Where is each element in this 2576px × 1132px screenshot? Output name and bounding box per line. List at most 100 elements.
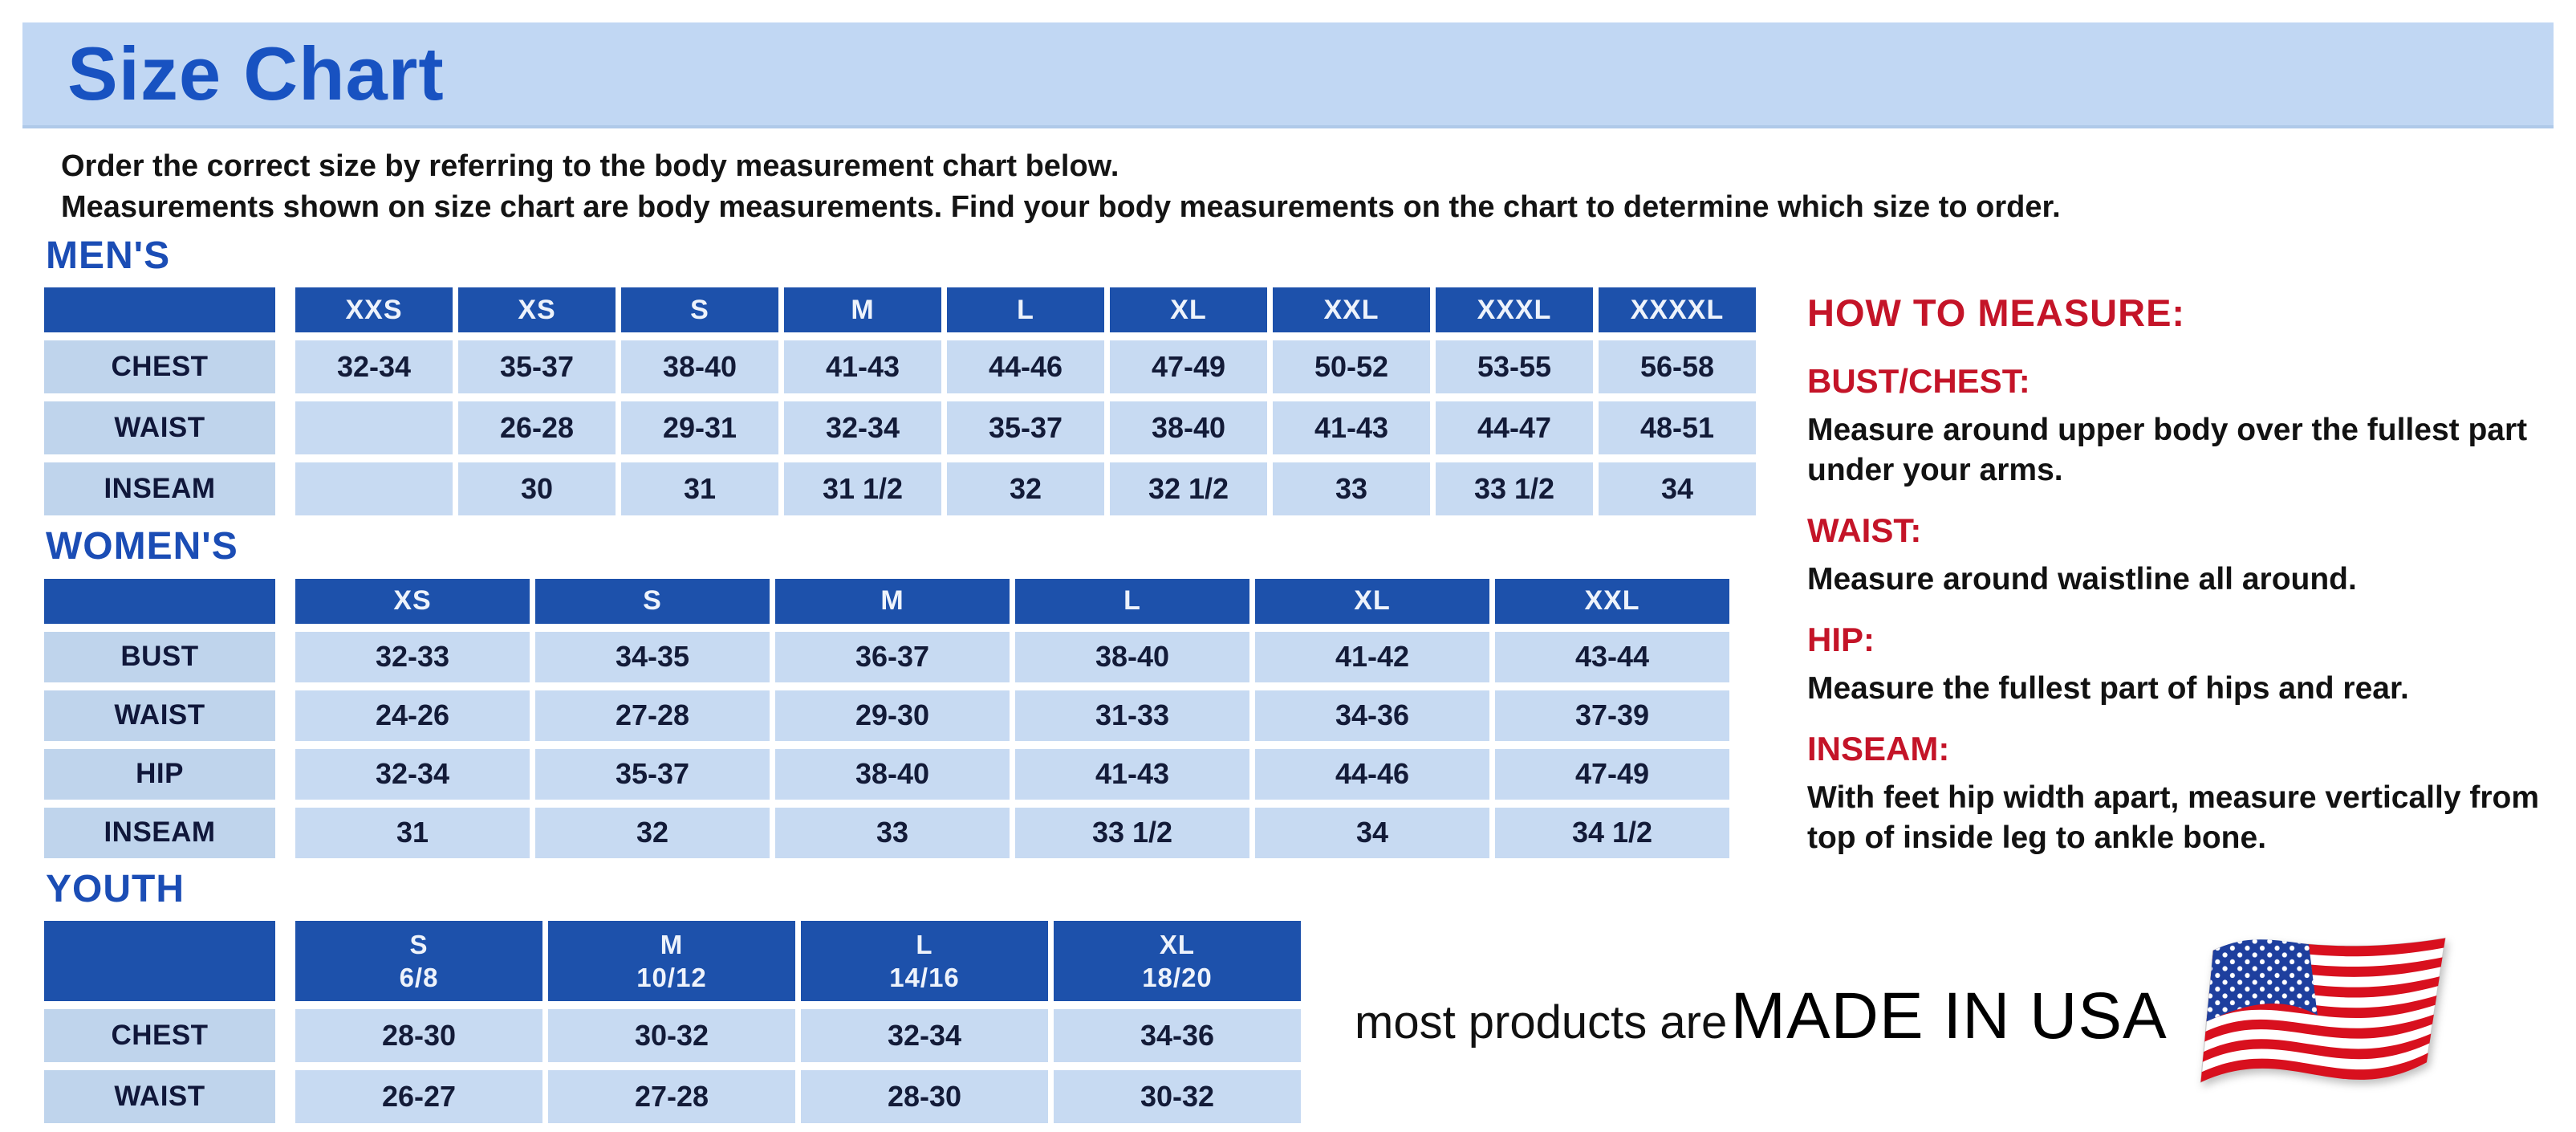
- table-cell: 34-36: [1054, 1009, 1301, 1063]
- table-cell: 29-30: [775, 690, 1010, 741]
- made-in-usa-footer: most products are MADE IN USA: [1355, 920, 2455, 1113]
- table-cell: 41-43: [1273, 401, 1430, 455]
- corner-cell: [44, 287, 275, 333]
- row-label: CHEST: [44, 1009, 275, 1063]
- table-cell: 34-36: [1255, 690, 1489, 741]
- row-label: HIP: [44, 748, 275, 800]
- table-cell: 27-28: [548, 1070, 795, 1124]
- table-cell: 32-33: [295, 631, 530, 682]
- table-cell: 29-31: [621, 401, 778, 455]
- size-column-header: L: [1015, 578, 1249, 624]
- table-cell: 34-35: [535, 631, 770, 682]
- row-label: CHEST: [44, 340, 275, 394]
- table-cell: 26-27: [295, 1070, 542, 1124]
- table-cell: 35-37: [458, 340, 616, 394]
- table-cell: 30-32: [548, 1009, 795, 1063]
- size-tables: MEN'S XXS XS S M L XL XXL XXXL XXXXL CHE…: [44, 234, 1756, 1124]
- intro-line-1: Order the correct size by referring to t…: [61, 149, 1119, 183]
- size-column-header: S: [535, 578, 770, 624]
- size-column-header: XXL: [1273, 287, 1430, 333]
- table-cell: 36-37: [775, 631, 1010, 682]
- youth-section-heading: YOUTH: [46, 867, 185, 910]
- table-cell: 26-28: [458, 401, 616, 455]
- table-cell: 35-37: [947, 401, 1104, 455]
- womens-section-heading: WOMEN'S: [46, 525, 238, 568]
- womens-size-table: XS S M L XL XXL BUST 32-33 34-35 36-37 3…: [44, 578, 1756, 858]
- size-column-header: XL 18/20: [1054, 921, 1301, 1002]
- intro-text: Order the correct size by referring to t…: [61, 146, 2061, 228]
- table-cell: 31 1/2: [784, 462, 941, 516]
- row-label: WAIST: [44, 1070, 275, 1124]
- table-cell: 38-40: [1110, 401, 1267, 455]
- measure-text-inseam: With feet hip width apart, measure verti…: [1807, 780, 2540, 855]
- size-column-header: S 6/8: [295, 921, 542, 1002]
- size-column-header: XL: [1110, 287, 1267, 333]
- table-cell: 32: [535, 807, 770, 858]
- table-cell: 53-55: [1436, 340, 1593, 394]
- table-cell: 33: [775, 807, 1010, 858]
- table-cell: 41-43: [784, 340, 941, 394]
- table-cell: 30-32: [1054, 1070, 1301, 1124]
- table-cell: 27-28: [535, 690, 770, 741]
- youth-size-table: S 6/8 M 10/12 L 14/16 XL 18/20 CHEST 28-…: [44, 921, 1756, 1124]
- intro-line-2: Measurements shown on size chart are bod…: [61, 190, 2061, 224]
- size-column-header: M 10/12: [548, 921, 795, 1002]
- table-cell: 32: [947, 462, 1104, 516]
- title-banner: Size Chart: [22, 22, 2554, 128]
- table-cell: 34: [1255, 807, 1489, 858]
- corner-cell: [44, 578, 275, 624]
- made-in-usa-emphasis: MADE IN USA: [1730, 979, 2168, 1053]
- table-cell: 35-37: [535, 748, 770, 800]
- row-label: WAIST: [44, 690, 275, 741]
- size-column-header: S: [621, 287, 778, 333]
- table-cell: 47-49: [1110, 340, 1267, 394]
- table-cell: 33 1/2: [1436, 462, 1593, 516]
- measure-text-waist: Measure around waistline all around.: [1807, 561, 2357, 597]
- us-flag-icon: [2200, 937, 2446, 1083]
- table-cell: 56-58: [1599, 340, 1756, 394]
- row-label: INSEAM: [44, 462, 275, 516]
- table-cell: 44-47: [1436, 401, 1593, 455]
- table-cell: 50-52: [1273, 340, 1430, 394]
- table-cell: 31-33: [1015, 690, 1249, 741]
- table-cell: 48-51: [1599, 401, 1756, 455]
- size-column-header: M: [784, 287, 941, 333]
- corner-cell: [44, 921, 275, 1002]
- table-cell: 38-40: [775, 748, 1010, 800]
- table-cell: [295, 401, 453, 455]
- mens-size-table: XXS XS S M L XL XXL XXXL XXXXL CHEST 32-…: [44, 287, 1756, 516]
- table-cell: 34 1/2: [1495, 807, 1729, 858]
- table-cell: 30: [458, 462, 616, 516]
- table-cell: 32 1/2: [1110, 462, 1267, 516]
- size-column-header: XL: [1255, 578, 1489, 624]
- size-column-header: XXXXL: [1599, 287, 1756, 333]
- made-in-usa-prefix: most products are: [1355, 996, 1728, 1049]
- table-cell: 24-26: [295, 690, 530, 741]
- measure-label-bust-chest: BUST/CHEST:: [1807, 362, 2030, 400]
- row-label: WAIST: [44, 401, 275, 455]
- table-cell: [295, 462, 453, 516]
- table-cell: 47-49: [1495, 748, 1729, 800]
- size-column-header: M: [775, 578, 1010, 624]
- size-column-header: XS: [458, 287, 616, 333]
- measure-label-hip: HIP:: [1807, 620, 1875, 658]
- row-label: BUST: [44, 631, 275, 682]
- size-column-header: XXS: [295, 287, 453, 333]
- table-cell: 44-46: [1255, 748, 1489, 800]
- table-cell: 32-34: [784, 401, 941, 455]
- table-cell: 32-34: [295, 748, 530, 800]
- size-column-header: L 14/16: [801, 921, 1048, 1002]
- measure-label-inseam: INSEAM:: [1807, 729, 1950, 768]
- mens-section-heading: MEN'S: [46, 234, 171, 277]
- size-column-header: L: [947, 287, 1104, 333]
- measure-text-bust-chest: Measure around upper body over the fulle…: [1807, 413, 2528, 487]
- table-cell: 31: [295, 807, 530, 858]
- measure-label-waist: WAIST:: [1807, 511, 1922, 549]
- row-label: INSEAM: [44, 807, 275, 858]
- made-in-usa-text: most products are MADE IN USA: [1355, 979, 2168, 1054]
- table-cell: 37-39: [1495, 690, 1729, 741]
- measure-text-hip: Measure the fullest part of hips and rea…: [1807, 670, 2409, 706]
- size-column-header: XS: [295, 578, 530, 624]
- table-cell: 44-46: [947, 340, 1104, 394]
- page-title: Size Chart: [67, 31, 445, 116]
